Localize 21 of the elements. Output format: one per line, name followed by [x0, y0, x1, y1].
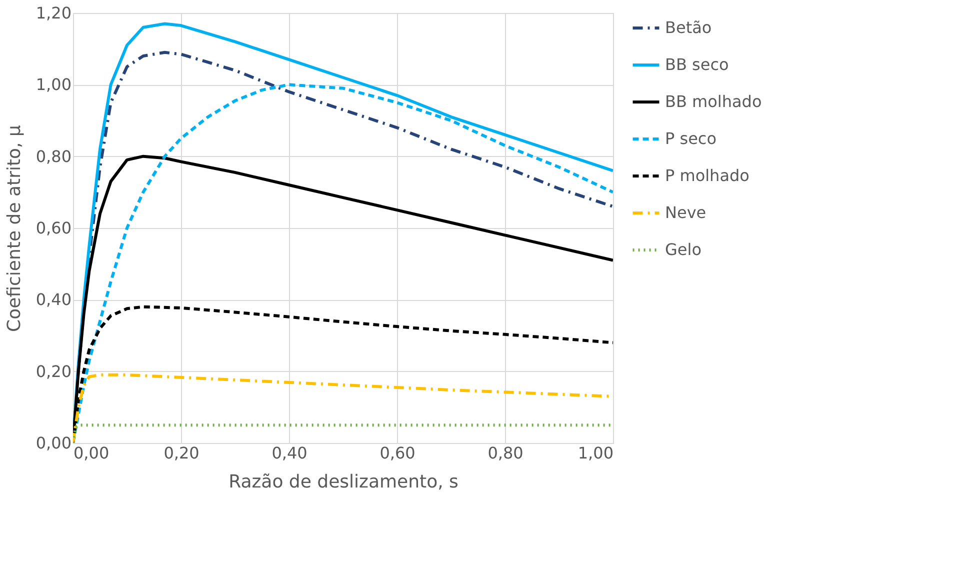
legend-label: BB seco — [665, 55, 729, 74]
x-tick-label: 0,20 — [164, 444, 200, 462]
legend-label: P seco — [665, 129, 716, 148]
legend-label: BB molhado — [665, 92, 762, 111]
legend-label: Gelo — [665, 240, 702, 259]
y-tick-label: 1,20 — [36, 4, 72, 22]
y-tick-label: 0,60 — [36, 218, 72, 238]
x-tick-label: 0,60 — [380, 444, 416, 462]
x-tick-label: 0,00 — [74, 444, 110, 462]
y-tick-label: 1,00 — [36, 75, 72, 94]
y-axis-title: Coeficiente de atrito, μ — [4, 124, 25, 332]
y-tick-label: 0,80 — [36, 146, 72, 166]
legend-label: Neve — [665, 203, 706, 222]
legend-label: P molhado — [665, 166, 750, 185]
y-tick-label: 0,20 — [36, 362, 72, 381]
x-tick-label: 0,40 — [272, 444, 308, 462]
legend-label: Betão — [665, 18, 712, 37]
y-tick-label: 0,40 — [36, 290, 72, 310]
x-tick-label: 1,00 — [578, 444, 614, 462]
x-tick-label: 0,80 — [488, 444, 524, 462]
x-axis-title: Razão de deslizamento, s — [228, 472, 458, 492]
